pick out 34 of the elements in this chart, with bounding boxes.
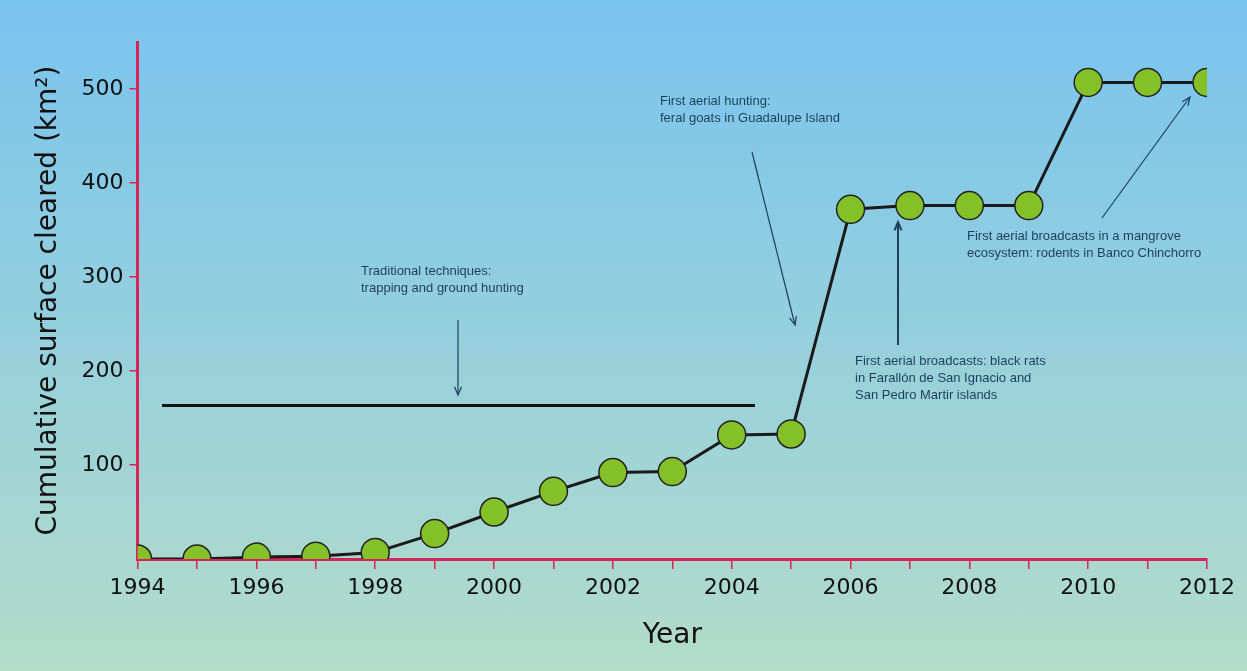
annotation: First aerial hunting: feral goats in Guadalupe Island (660, 93, 840, 126)
x-tick-label: 2006 (822, 573, 879, 599)
annotation: First aerial broadcasts: black rats in Farallón de San Ignacio and San Pedro Martir islands (855, 353, 1047, 403)
y-tick-label: 500 (81, 74, 124, 100)
annotation: First aerial broadcasts in a mangrove ecosystem: rodents in Banco Chinchorro (967, 228, 1202, 261)
y-axis-title: Cumulative surface cleared (km²) (30, 65, 64, 536)
x-tick-label: 2002 (584, 573, 641, 599)
x-tick-label: 2010 (1060, 573, 1117, 599)
point (657, 456, 688, 487)
x-tick-label: 2008 (941, 573, 998, 599)
point (479, 497, 509, 527)
x-tick-label: 1998 (347, 573, 404, 599)
point (1014, 190, 1044, 221)
y-tick-label: 200 (81, 356, 124, 382)
point (835, 194, 866, 225)
x-tick-label: 2004 (703, 573, 760, 599)
y-tick-label: 300 (81, 262, 124, 288)
point (776, 419, 806, 449)
point (598, 457, 628, 488)
x-tick-label: 2012 (1179, 573, 1235, 599)
x-axis-title: Year (641, 617, 703, 651)
y-tick-label: 400 (81, 168, 124, 194)
x-tick-label: 2000 (466, 573, 523, 599)
point (538, 476, 569, 507)
point (1073, 67, 1103, 98)
point (716, 420, 747, 450)
y-tick-label: 100 (81, 450, 124, 476)
x-tick-label: 1996 (228, 573, 285, 599)
point (419, 518, 450, 549)
point (954, 190, 985, 221)
point (1132, 67, 1163, 98)
point (895, 190, 925, 221)
x-tick-label: 1994 (109, 573, 166, 599)
annotation: Traditional techniques: trapping and ground hunting (361, 263, 524, 296)
